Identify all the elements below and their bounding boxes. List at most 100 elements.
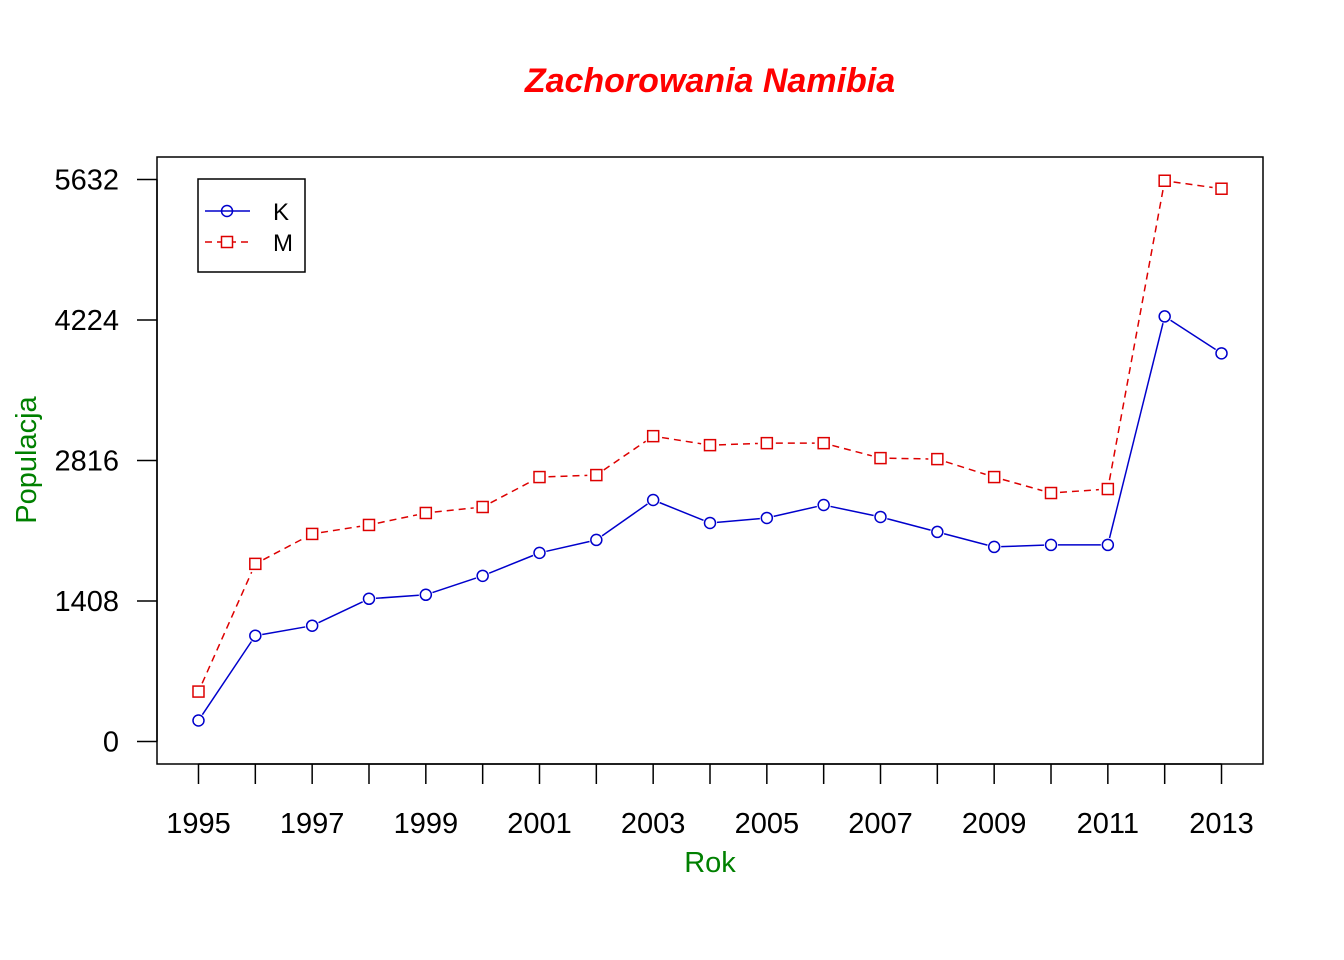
legend-marker-k	[220, 204, 234, 218]
series-k	[192, 310, 1228, 727]
data-point-m	[192, 685, 205, 698]
data-point-m	[1215, 182, 1228, 195]
y-axis-label: Populacja	[11, 395, 43, 523]
x-tick-label: 2007	[848, 808, 913, 840]
data-point-m	[874, 451, 887, 465]
series-m-segment	[548, 474, 588, 478]
series-k-segment	[1170, 319, 1217, 351]
series-m-segment	[832, 444, 872, 457]
series-m-segment	[603, 440, 647, 471]
data-point-m	[1101, 482, 1115, 496]
data-point-m	[1158, 174, 1171, 187]
data-point-m	[419, 506, 433, 520]
x-tick-label: 2009	[962, 808, 1027, 840]
series-m-segment	[490, 480, 532, 504]
y-tick-label: 2816	[54, 446, 119, 478]
data-point-m	[760, 436, 774, 450]
series-k-segment	[1001, 544, 1045, 548]
data-point-m	[931, 452, 944, 466]
data-point-k	[419, 588, 433, 602]
series-k-segment	[659, 501, 704, 522]
data-point-m	[817, 436, 830, 450]
series-m-segment	[661, 436, 702, 445]
y-tick-label: 5632	[54, 165, 119, 197]
series-k-segment	[716, 517, 760, 524]
data-point-m	[646, 429, 660, 443]
data-point-k	[590, 533, 603, 547]
data-point-k	[305, 619, 319, 632]
series-m-segment	[201, 571, 253, 684]
series-m-segment	[718, 442, 758, 446]
data-point-m	[987, 470, 1001, 484]
data-point-k	[703, 516, 717, 530]
legend-label-k: K	[273, 199, 289, 226]
y-tick-label: 0	[103, 726, 119, 758]
data-point-m	[362, 518, 376, 532]
series-layer	[192, 174, 1228, 727]
series-m-segment	[320, 525, 361, 534]
series-k-segment	[601, 503, 648, 537]
x-axis: 1995 1997 1999 2001 2003 2005 2007 2009 2011 2013	[166, 763, 1254, 840]
data-point-m	[1044, 486, 1058, 500]
series-k-segment	[830, 505, 874, 517]
series-k-segment	[375, 594, 419, 600]
data-point-m	[703, 438, 717, 452]
y-tick-label: 1408	[54, 586, 119, 618]
series-k-segment	[943, 532, 988, 546]
data-point-k	[646, 493, 660, 507]
x-tick-label: 1995	[166, 808, 231, 840]
series-m-segment	[1173, 181, 1213, 189]
x-tick-label: 2001	[507, 808, 572, 840]
series-m-segment	[1108, 189, 1164, 481]
data-point-k	[931, 525, 944, 539]
data-point-k	[760, 511, 774, 525]
data-point-m	[476, 500, 489, 514]
chart-title: Zachorowania Namibia	[524, 62, 895, 100]
x-axis-label: Rok	[684, 847, 736, 879]
x-tick-label: 1999	[394, 808, 459, 840]
y-tick-label: 4224	[54, 305, 119, 337]
x-tick-label: 2003	[621, 808, 686, 840]
series-m-segment	[434, 507, 474, 513]
data-point-k	[874, 510, 887, 524]
series-m-segment	[889, 457, 929, 460]
series-k-segment	[318, 601, 363, 624]
series-k-segment	[262, 626, 306, 636]
data-point-k	[476, 569, 489, 583]
series-k-segment	[432, 577, 477, 594]
y-axis: 0 1408 2816 4224 5632	[54, 165, 158, 758]
series-m-segment	[1059, 488, 1099, 494]
data-point-k	[817, 498, 830, 512]
data-point-k	[1215, 347, 1228, 360]
data-point-m	[305, 527, 319, 541]
data-point-k	[192, 714, 205, 727]
data-point-m	[533, 470, 546, 484]
data-point-k	[987, 540, 1001, 554]
x-tick-label: 2011	[1077, 808, 1139, 840]
series-k-segment	[488, 554, 534, 574]
data-point-m	[590, 468, 603, 482]
legend-box	[197, 178, 306, 273]
data-point-k	[249, 629, 262, 642]
data-point-m	[249, 557, 262, 571]
data-point-k	[1158, 310, 1171, 323]
series-k-segment	[1108, 323, 1164, 539]
series-k-segment	[546, 540, 590, 553]
series-m-segment	[945, 461, 986, 476]
x-tick-label: 2005	[735, 808, 800, 840]
legend-label-m: M	[273, 230, 293, 257]
series-k-segment	[887, 518, 931, 531]
series-k-segment	[201, 641, 253, 716]
series-m-segment	[1002, 478, 1043, 492]
legend: K M	[197, 178, 306, 273]
x-tick-label: 1997	[280, 808, 345, 840]
data-point-k	[362, 592, 376, 606]
x-tick-label: 2013	[1189, 808, 1254, 840]
series-m	[192, 174, 1228, 698]
series-m-segment	[262, 537, 305, 561]
series-m-segment	[377, 514, 418, 524]
data-point-k	[1044, 538, 1058, 552]
series-k-segment	[773, 505, 818, 518]
